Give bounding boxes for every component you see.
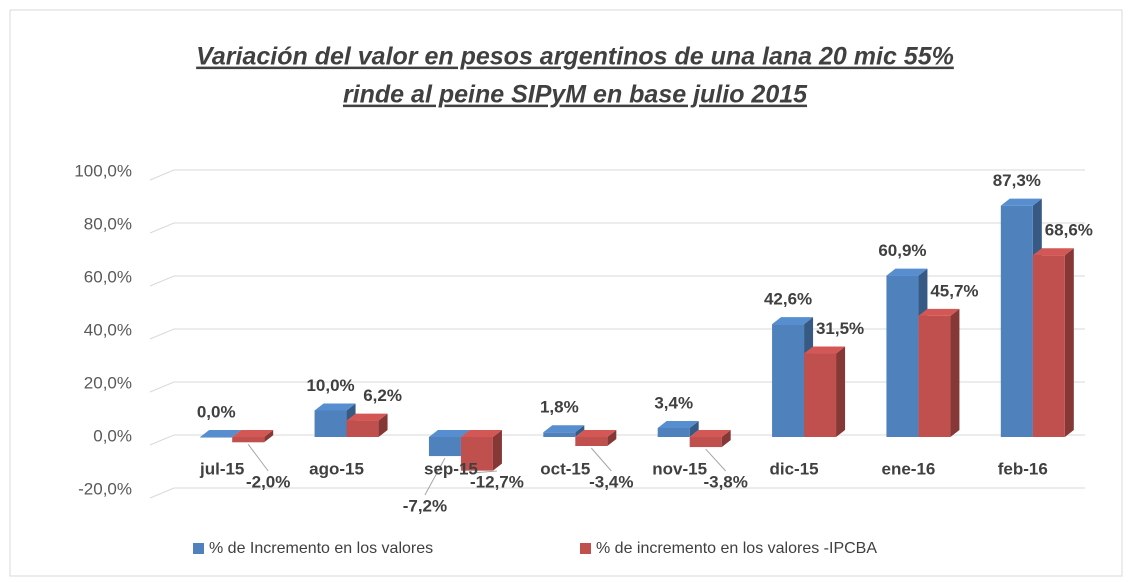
bar	[346, 420, 379, 437]
data-label: -3,4%	[589, 472, 633, 491]
leader-line	[424, 457, 446, 496]
bar-top	[886, 268, 928, 276]
legend-swatch	[580, 543, 591, 554]
x-tick-label: jul-15	[199, 459, 244, 478]
bar	[314, 410, 347, 437]
y-tick-label: 20,0%	[84, 373, 132, 392]
data-label: 1,8%	[540, 398, 579, 417]
chart-frame	[9, 9, 1123, 577]
data-label: 6,2%	[363, 386, 402, 405]
bar-top	[346, 413, 388, 421]
x-tick-label: dic-15	[769, 459, 818, 478]
x-tick-label: nov-15	[652, 459, 707, 478]
bar-side	[836, 346, 846, 437]
bar-side	[721, 430, 731, 448]
bar-top	[657, 420, 699, 428]
bar	[543, 432, 576, 437]
y-tick-label: 80,0%	[84, 214, 132, 233]
bar-side	[575, 425, 585, 437]
bar-top	[804, 346, 846, 354]
data-label: -3,8%	[703, 472, 747, 491]
bar	[804, 353, 837, 437]
bar	[1000, 205, 1033, 437]
data-label: 87,3%	[993, 171, 1041, 190]
grid-line	[149, 222, 1085, 234]
bar-top	[689, 430, 731, 437]
legend-swatch	[193, 543, 204, 554]
x-tick-label: feb-16	[998, 459, 1048, 478]
grid-line	[149, 169, 1085, 181]
bar-top	[232, 430, 274, 437]
bar-side	[689, 420, 699, 437]
bar-top	[543, 425, 585, 433]
x-tick-label: oct-15	[540, 459, 590, 478]
legend-label: % de incremento en los valores -IPCBA	[596, 540, 877, 557]
data-label: 10,0%	[306, 376, 354, 395]
x-tick-label: ene-16	[882, 459, 936, 478]
legend-label: % de Incremento en los valores	[209, 540, 433, 557]
data-label: -12,7%	[470, 472, 524, 491]
bar-side	[492, 430, 502, 471]
bar-top	[314, 403, 356, 411]
bar-top	[460, 430, 502, 437]
bar-top	[772, 317, 814, 325]
x-tick-label: sep-15	[424, 459, 478, 478]
grid-line	[149, 487, 1085, 499]
leader-line	[476, 470, 497, 474]
bar	[232, 437, 265, 443]
bar-top	[1000, 198, 1042, 206]
bar	[772, 324, 805, 437]
leader-line	[247, 444, 269, 472]
data-label: 31,5%	[816, 319, 864, 338]
bar	[575, 437, 608, 447]
bar-side	[1064, 248, 1074, 437]
bar	[428, 437, 461, 457]
leader-line	[705, 448, 727, 472]
bar	[200, 437, 233, 438]
data-label: 60,9%	[878, 241, 926, 260]
bar	[918, 315, 951, 437]
data-label: 45,7%	[930, 281, 978, 300]
leader-line	[590, 447, 612, 472]
bar	[1032, 255, 1065, 437]
grid-line	[149, 275, 1085, 287]
bar-side	[607, 430, 617, 447]
bar-top	[200, 430, 242, 437]
chart-title: Variación del valor en pesos argentinos …	[196, 43, 954, 71]
y-tick-label: 100,0%	[74, 161, 132, 180]
bar-top	[575, 430, 617, 437]
bar-side	[378, 413, 388, 437]
bar-side	[950, 308, 960, 437]
x-tick-label: ago-15	[309, 459, 364, 478]
bar-side	[264, 430, 274, 443]
data-label: -7,2%	[403, 496, 447, 515]
bar	[886, 275, 919, 437]
data-label: -2,0%	[246, 472, 290, 491]
bar	[657, 427, 690, 437]
y-tick-label: -20,0%	[78, 479, 132, 498]
y-tick-label: 40,0%	[84, 320, 132, 339]
y-tick-label: 0,0%	[93, 426, 132, 445]
bar-top	[428, 430, 470, 437]
bar-top	[1032, 248, 1074, 256]
chart-title: rinde al peine SIPyM en base julio 2015	[343, 81, 808, 109]
data-label: 0,0%	[197, 402, 236, 421]
bar	[689, 437, 722, 448]
data-label: 68,6%	[1045, 221, 1093, 240]
bar-top	[918, 308, 960, 316]
data-label: 42,6%	[764, 290, 812, 309]
bar	[460, 437, 493, 471]
y-tick-label: 60,0%	[84, 267, 132, 286]
data-label: 3,4%	[654, 393, 693, 412]
